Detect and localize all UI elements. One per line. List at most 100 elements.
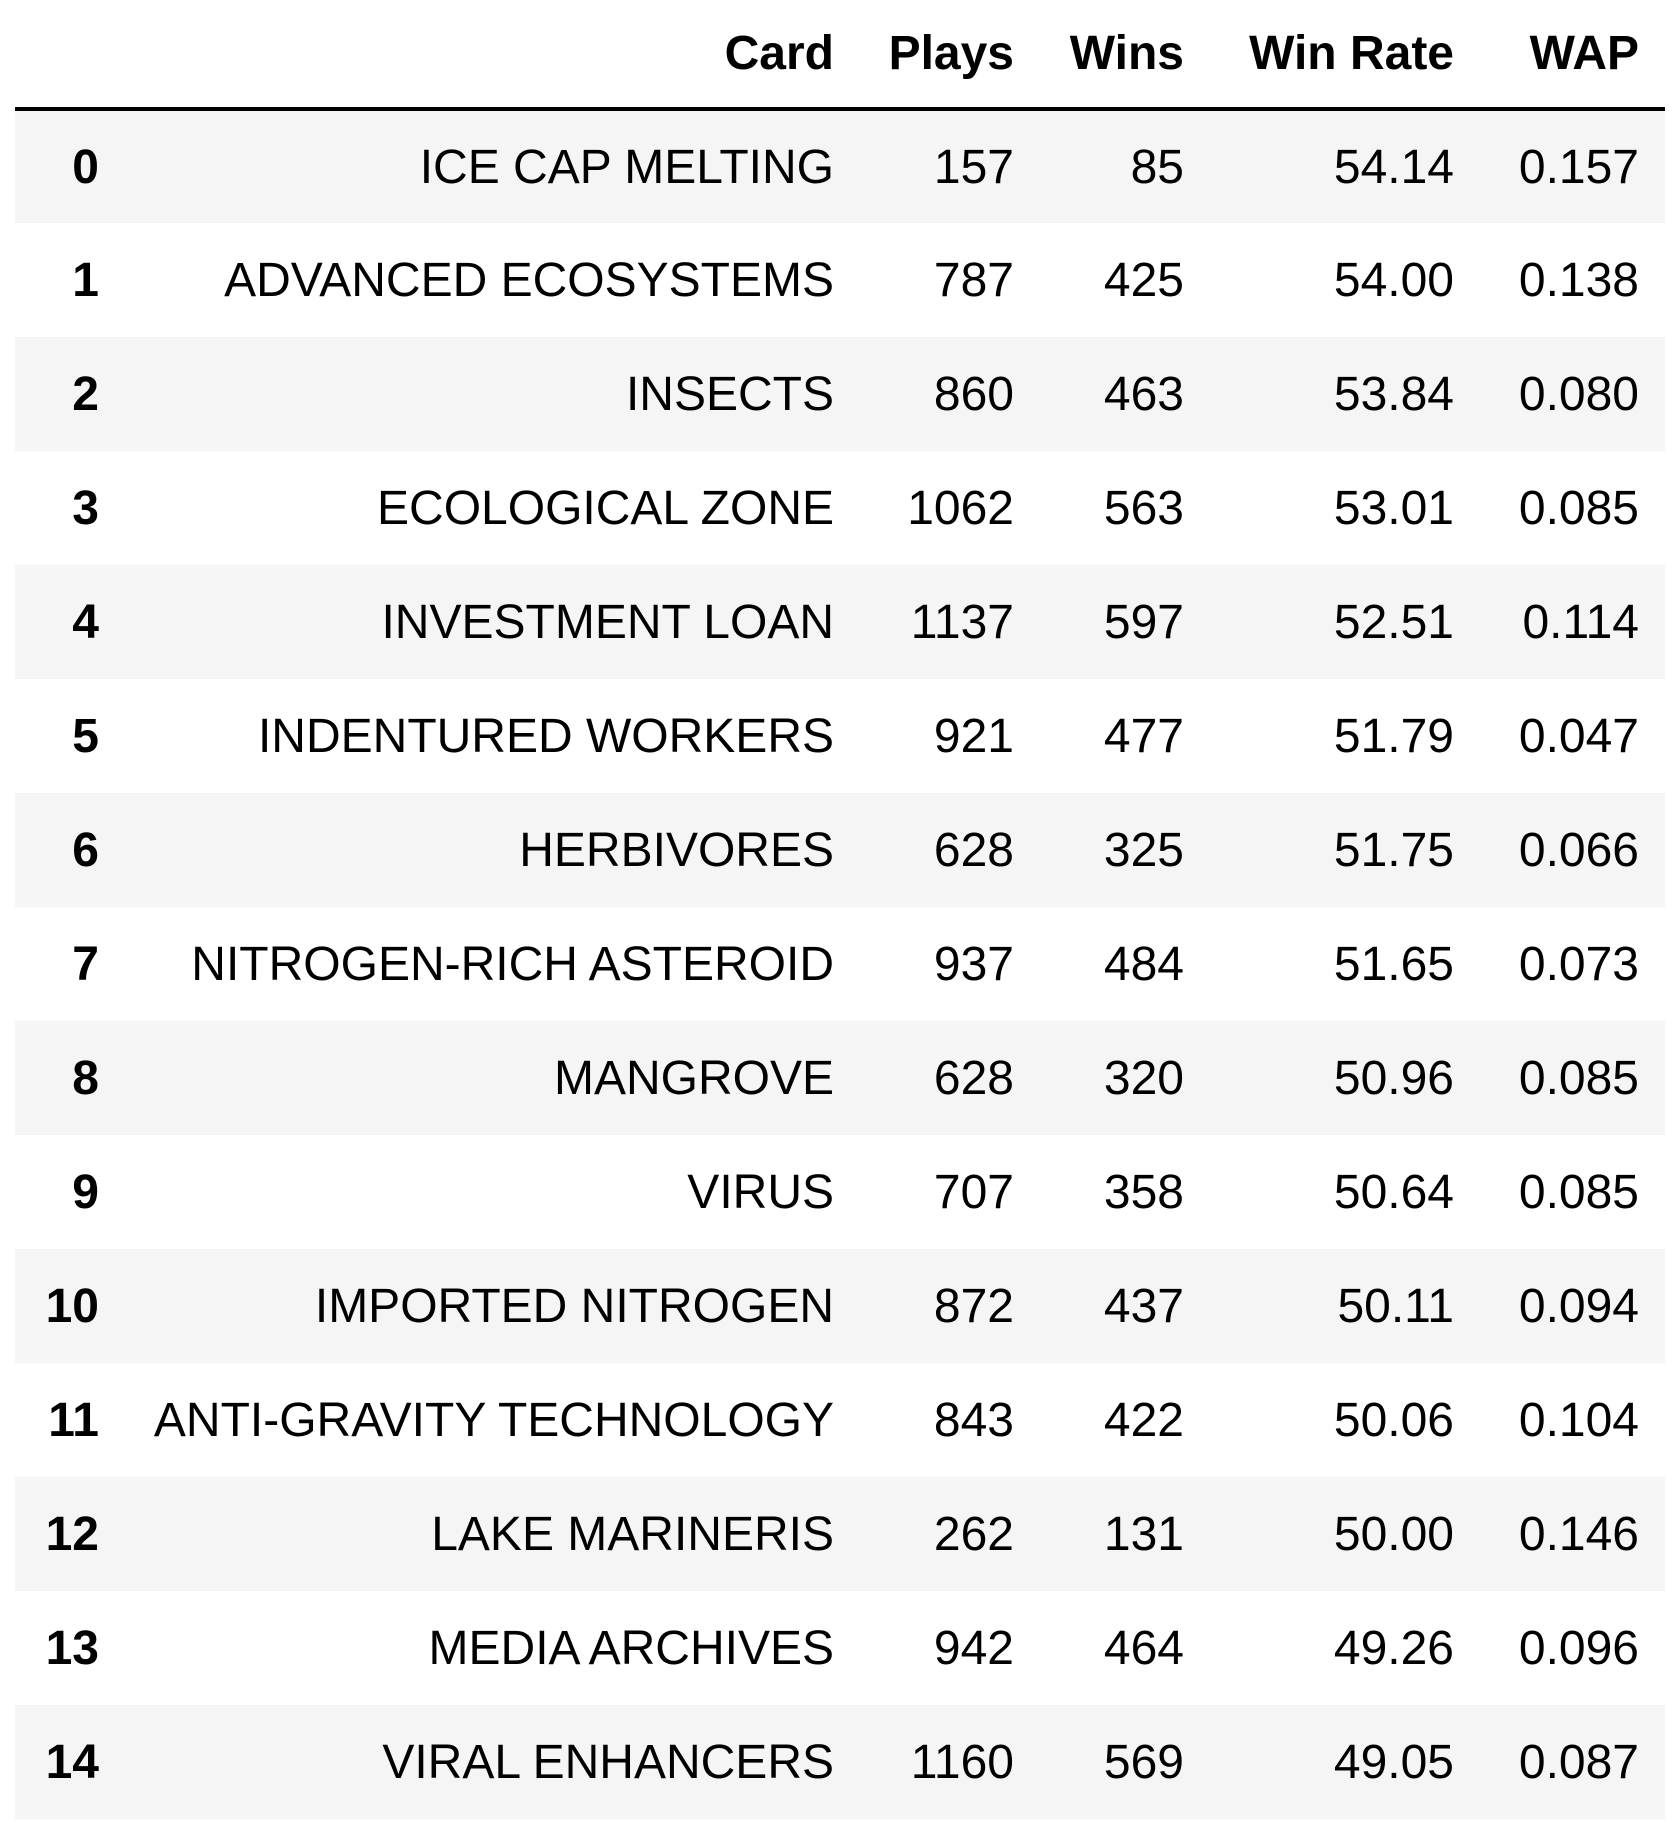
cell-win-rate: 51.75 bbox=[1333, 823, 1454, 877]
header-wins: Wins bbox=[1040, 0, 1210, 111]
cell-wap: 0.146 bbox=[1518, 1507, 1639, 1561]
header-wap: WAP bbox=[1480, 0, 1665, 111]
cell-win-rate: 50.96 bbox=[1333, 1051, 1454, 1105]
cell-wins: 464 bbox=[1103, 1621, 1184, 1675]
header-plays: Plays bbox=[860, 0, 1040, 111]
cell-plays: 937 bbox=[933, 937, 1014, 991]
cell-card: ADVANCED ECOSYSTEMS bbox=[224, 253, 834, 307]
cell-wap: 0.080 bbox=[1518, 367, 1639, 421]
card-stats-table: Card Plays Wins Win Rate WAP 0 ICE CAP ME… bbox=[15, 0, 1665, 1819]
cell-wap: 0.085 bbox=[1518, 481, 1639, 535]
cell-wins: 484 bbox=[1103, 937, 1184, 991]
row-index: 6 bbox=[72, 823, 99, 877]
cell-card: ICE CAP MELTING bbox=[419, 140, 834, 194]
cell-wins: 422 bbox=[1103, 1393, 1184, 1447]
cell-wins: 358 bbox=[1103, 1165, 1184, 1219]
cell-plays: 262 bbox=[933, 1507, 1014, 1561]
cell-win-rate: 52.51 bbox=[1333, 595, 1454, 649]
table-header: Card Plays Wins Win Rate WAP bbox=[15, 0, 1665, 111]
cell-wins: 320 bbox=[1103, 1051, 1184, 1105]
cell-wins: 477 bbox=[1103, 709, 1184, 763]
table-row: 0 ICE CAP MELTING 157 85 54.14 0.157 bbox=[15, 109, 1665, 223]
table-row: 3 ECOLOGICAL ZONE 1062 563 53.01 0.085 bbox=[15, 451, 1665, 565]
table-row: 13 MEDIA ARCHIVES 942 464 49.26 0.096 bbox=[15, 1591, 1665, 1705]
cell-win-rate: 50.06 bbox=[1333, 1393, 1454, 1447]
row-index: 1 bbox=[72, 253, 99, 307]
cell-card: LAKE MARINERIS bbox=[431, 1507, 834, 1561]
cell-card: VIRAL ENHANCERS bbox=[382, 1735, 834, 1789]
cell-plays: 872 bbox=[933, 1279, 1014, 1333]
row-index: 7 bbox=[72, 937, 99, 991]
cell-win-rate: 51.65 bbox=[1333, 937, 1454, 991]
row-index: 0 bbox=[72, 140, 99, 194]
cell-wap: 0.087 bbox=[1518, 1735, 1639, 1789]
cell-card: IMPORTED NITROGEN bbox=[314, 1279, 834, 1333]
cell-plays: 628 bbox=[933, 1051, 1014, 1105]
row-index: 4 bbox=[72, 595, 99, 649]
table-row: 11 ANTI-GRAVITY TECHNOLOGY 843 422 50.06 0.10… bbox=[15, 1363, 1665, 1477]
cell-plays: 628 bbox=[933, 823, 1014, 877]
header-row: Card Plays Wins Win Rate WAP bbox=[15, 0, 1665, 111]
row-index: 8 bbox=[72, 1051, 99, 1105]
table-row: 7 NITROGEN-RICH ASTEROID 937 484 51.65 0.073 bbox=[15, 907, 1665, 1021]
cell-card: ANTI-GRAVITY TECHNOLOGY bbox=[153, 1393, 834, 1447]
table-row: 2 INSECTS 860 463 53.84 0.080 bbox=[15, 337, 1665, 451]
cell-win-rate: 51.79 bbox=[1333, 709, 1454, 763]
table-row: 8 MANGROVE 628 320 50.96 0.085 bbox=[15, 1021, 1665, 1135]
dataframe-output: Card Plays Wins Win Rate WAP 0 ICE CAP ME… bbox=[15, 0, 1665, 1819]
cell-wins: 463 bbox=[1103, 367, 1184, 421]
cell-win-rate: 49.26 bbox=[1333, 1621, 1454, 1675]
cell-wins: 325 bbox=[1103, 823, 1184, 877]
cell-card: MANGROVE bbox=[553, 1051, 834, 1105]
row-index: 2 bbox=[72, 367, 99, 421]
cell-plays: 843 bbox=[933, 1393, 1014, 1447]
cell-wins: 437 bbox=[1103, 1279, 1184, 1333]
cell-wap: 0.096 bbox=[1518, 1621, 1639, 1675]
cell-card: VIRUS bbox=[687, 1165, 834, 1219]
table-row: 9 VIRUS 707 358 50.64 0.085 bbox=[15, 1135, 1665, 1249]
header-index bbox=[15, 0, 125, 111]
cell-card: INSECTS bbox=[625, 367, 834, 421]
cell-card: INVESTMENT LOAN bbox=[381, 595, 834, 649]
cell-wap: 0.085 bbox=[1518, 1165, 1639, 1219]
cell-wins: 425 bbox=[1103, 253, 1184, 307]
cell-wap: 0.066 bbox=[1518, 823, 1639, 877]
cell-plays: 1160 bbox=[910, 1735, 1014, 1789]
cell-win-rate: 50.00 bbox=[1333, 1507, 1454, 1561]
row-index: 14 bbox=[45, 1735, 99, 1789]
cell-wins: 569 bbox=[1103, 1735, 1184, 1789]
cell-card: NITROGEN-RICH ASTEROID bbox=[191, 937, 834, 991]
row-index: 13 bbox=[45, 1621, 99, 1675]
cell-plays: 787 bbox=[933, 253, 1014, 307]
table-row: 10 IMPORTED NITROGEN 872 437 50.11 0.094 bbox=[15, 1249, 1665, 1363]
row-index: 12 bbox=[45, 1507, 99, 1561]
cell-wap: 0.047 bbox=[1518, 709, 1639, 763]
cell-card: MEDIA ARCHIVES bbox=[428, 1621, 834, 1675]
cell-wap: 0.157 bbox=[1518, 140, 1639, 194]
row-index: 5 bbox=[72, 709, 99, 763]
cell-plays: 707 bbox=[933, 1165, 1014, 1219]
row-index: 11 bbox=[48, 1393, 99, 1447]
cell-wap: 0.085 bbox=[1518, 1051, 1639, 1105]
row-index: 10 bbox=[45, 1279, 99, 1333]
cell-wap: 0.114 bbox=[1522, 595, 1639, 649]
header-card: Card bbox=[125, 0, 860, 111]
cell-win-rate: 50.64 bbox=[1333, 1165, 1454, 1219]
cell-card: INDENTURED WORKERS bbox=[257, 709, 834, 763]
cell-wap: 0.073 bbox=[1518, 937, 1639, 991]
table-row: 5 INDENTURED WORKERS 921 477 51.79 0.047 bbox=[15, 679, 1665, 793]
table-row: 14 VIRAL ENHANCERS 1160 569 49.05 0.087 bbox=[15, 1705, 1665, 1819]
cell-win-rate: 54.00 bbox=[1333, 253, 1454, 307]
cell-card: ECOLOGICAL ZONE bbox=[377, 481, 834, 535]
cell-plays: 1137 bbox=[910, 595, 1014, 649]
cell-wins: 131 bbox=[1103, 1507, 1184, 1561]
cell-plays: 942 bbox=[933, 1621, 1014, 1675]
cell-plays: 921 bbox=[933, 709, 1014, 763]
table-row: 12 LAKE MARINERIS 262 131 50.00 0.146 bbox=[15, 1477, 1665, 1591]
cell-win-rate: 50.11 bbox=[1337, 1279, 1454, 1333]
cell-wap: 0.094 bbox=[1518, 1279, 1639, 1333]
cell-wins: 597 bbox=[1103, 595, 1184, 649]
table-row: 1 ADVANCED ECOSYSTEMS 787 425 54.00 0.138 bbox=[15, 223, 1665, 337]
cell-plays: 1062 bbox=[907, 481, 1014, 535]
row-index: 9 bbox=[72, 1165, 99, 1219]
